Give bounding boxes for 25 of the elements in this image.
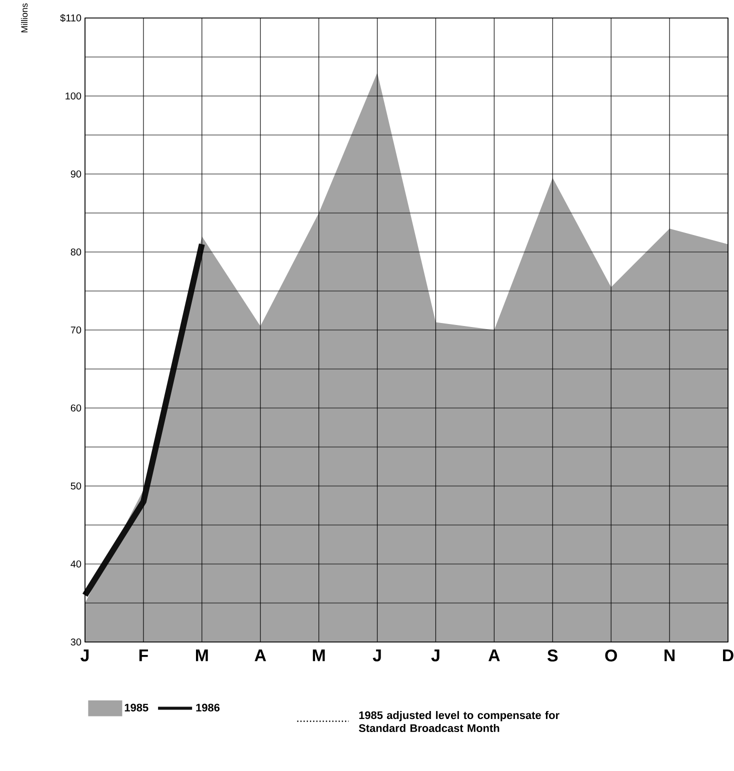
- x-tick-label: A: [254, 650, 266, 662]
- y-tick-label: 90: [70, 170, 82, 178]
- y-axis-title: Millions: [21, 3, 28, 32]
- y-tick-label: 60: [70, 404, 82, 412]
- x-tick-label: S: [547, 650, 558, 662]
- x-tick-label: F: [139, 650, 148, 662]
- y-tick-label: 40: [70, 560, 82, 568]
- y-tick-label: $110: [60, 14, 82, 22]
- y-tick-label: 80: [70, 248, 82, 256]
- y-tick-label: 50: [70, 482, 82, 490]
- x-tick-label: D: [723, 650, 734, 662]
- x-tick-label: M: [312, 650, 325, 662]
- legend-label: 1985: [124, 704, 148, 712]
- x-tick-label: J: [372, 650, 381, 662]
- y-tick-label: 30: [70, 638, 82, 646]
- x-tick-label: N: [664, 650, 675, 662]
- text: 1985 adjusted level to compensate for Standard Broadcast Month: [358, 711, 560, 732]
- x-tick-label: A: [488, 650, 500, 662]
- legend-label: 1986: [196, 704, 220, 712]
- y-tick-label: 70: [70, 326, 82, 334]
- x-tick-label: J: [80, 650, 89, 662]
- x-tick-label: J: [431, 650, 440, 662]
- x-tick-label: M: [196, 650, 208, 662]
- x-tick-label: O: [605, 650, 617, 662]
- y-tick-label: 100: [66, 92, 82, 100]
